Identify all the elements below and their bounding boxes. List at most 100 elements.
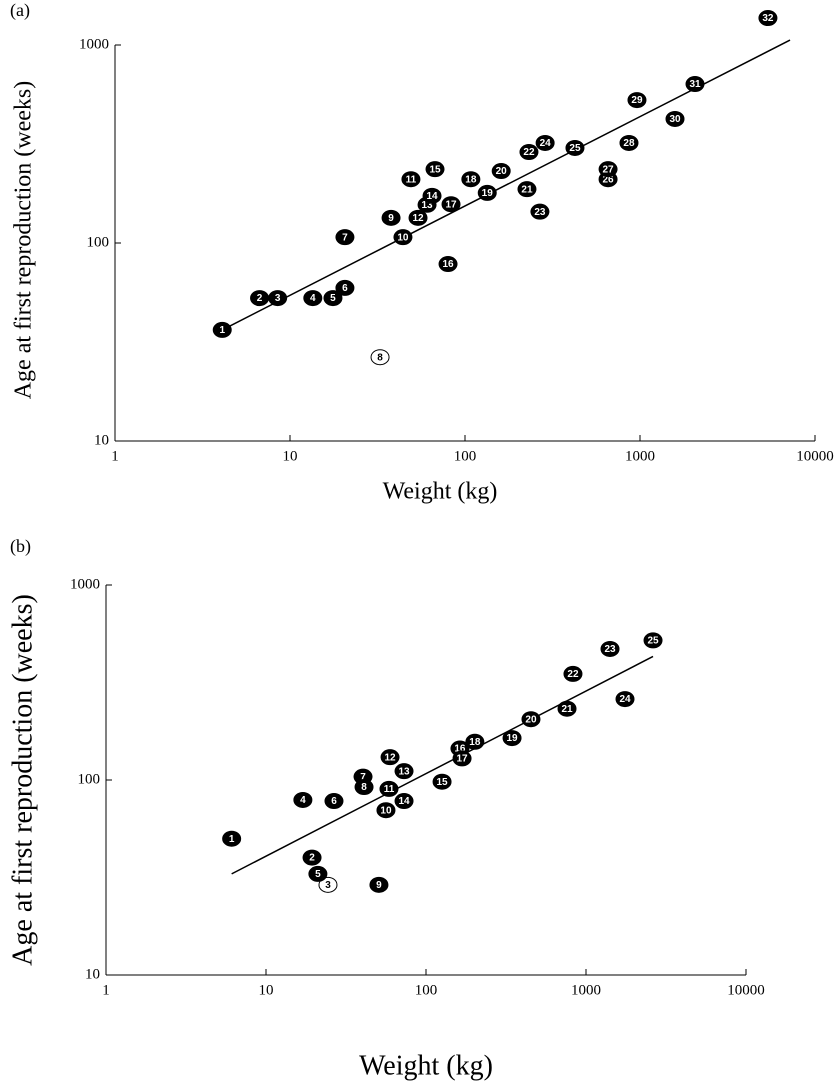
point-label: 10 [397,232,409,243]
point-label: 23 [534,207,546,218]
data-point [563,665,583,682]
y-tick-label: 1000 [70,576,100,592]
data-point [324,793,344,810]
y-axis-label: Age at first reproduction (weeks) [7,594,38,966]
point-label: 19 [482,188,494,199]
data-point [598,161,618,178]
point-label: 21 [521,184,533,195]
data-point [303,290,323,307]
data-point [491,163,511,180]
data-point [600,640,620,657]
x-tick-label: 1 [102,982,110,998]
point-label: 4 [310,293,316,304]
data-point [665,110,685,127]
x-tick-label: 1000 [571,982,601,998]
point-label: 6 [331,796,337,807]
point-label: 16 [454,744,466,755]
data-point [369,876,389,893]
data-point [425,161,445,178]
y-tick-label: 100 [87,234,110,250]
data-point [519,144,539,161]
point-label: 6 [342,283,348,294]
point-label: 22 [567,669,579,680]
point-label: 1 [229,834,235,845]
data-point [370,349,390,366]
panel-label: (b) [10,536,31,557]
data-point [401,171,421,188]
data-point [354,779,374,796]
point-label: 5 [330,293,336,304]
data-point [212,321,232,338]
point-label: 24 [540,138,552,149]
point-label: 5 [315,869,321,880]
x-tick-label: 1000 [625,448,655,464]
point-label: 25 [569,143,581,154]
data-point [394,763,414,780]
point-label: 11 [406,174,417,185]
point-label: 22 [523,147,535,158]
data-point [222,830,242,847]
point-label: 11 [384,784,395,795]
point-label: 15 [429,164,441,175]
data-point [517,181,537,198]
point-label: 9 [376,880,382,891]
x-tick-label: 10 [259,982,274,998]
data-point [335,229,355,246]
data-point [376,802,396,819]
point-label: 20 [496,166,508,177]
point-label: 13 [398,766,410,777]
data-point [335,279,355,296]
data-point [557,700,577,717]
point-label: 18 [469,737,481,748]
data-point [268,290,288,307]
data-point [438,256,458,273]
data-point [422,187,442,204]
data-point [477,184,497,201]
point-label: 7 [342,232,348,243]
point-label: 27 [603,164,615,175]
point-label: 19 [506,733,518,744]
point-label: 16 [442,259,454,270]
point-label: 1 [219,325,225,336]
y-axis-label: Age at first reproduction (weeks) [11,81,37,400]
point-label: 2 [309,853,315,864]
point-label: 21 [561,704,573,715]
y-tick-label: 10 [94,432,109,448]
point-label: 12 [384,752,396,763]
data-point [308,865,328,882]
point-label: 31 [689,79,701,90]
data-point [758,10,778,27]
fit-line [221,39,791,331]
x-axis-label: Weight (kg) [383,479,498,505]
x-tick-label: 10000 [796,448,834,464]
data-point [380,749,400,766]
data-point [408,209,428,226]
data-point [627,92,647,109]
y-tick-label: 1000 [79,36,109,52]
data-point [643,632,663,649]
data-point [318,876,338,893]
point-label: 10 [380,805,392,816]
data-point [465,733,485,750]
y-tick-label: 100 [78,771,101,787]
point-label: 8 [361,782,367,793]
point-label: 13 [421,200,433,211]
point-label: 14 [426,191,438,202]
point-label: 26 [603,174,615,185]
data-point [394,793,414,810]
data-point [615,691,635,708]
data-point [452,750,472,767]
data-point [302,849,322,866]
data-point [535,134,555,151]
data-point [432,773,452,790]
data-point [381,209,401,226]
data-point [323,290,343,307]
panel-label: (a) [10,0,30,21]
point-label: 30 [669,114,681,125]
point-label: 24 [619,694,631,705]
point-label: 29 [631,95,643,106]
fit-line [231,655,654,875]
point-label: 32 [762,13,774,24]
point-label: 3 [275,293,281,304]
